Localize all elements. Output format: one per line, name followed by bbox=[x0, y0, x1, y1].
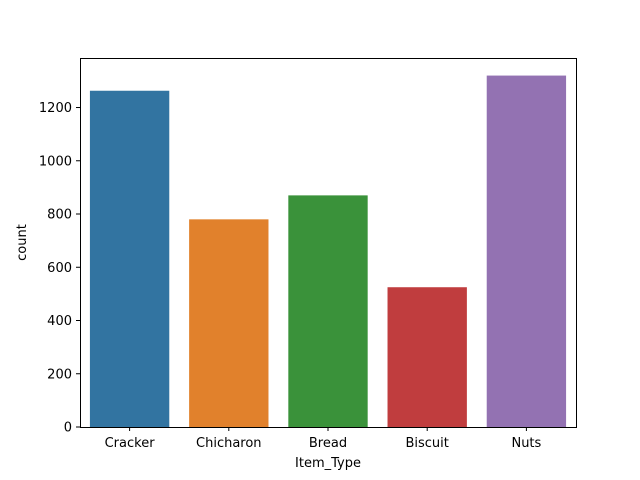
x-tick-label: Bread bbox=[309, 436, 347, 451]
x-tick-label: Biscuit bbox=[405, 436, 448, 451]
bars-group bbox=[89, 75, 567, 428]
x-tick-label: Chicharon bbox=[196, 436, 262, 451]
x-tick-label: Nuts bbox=[511, 436, 541, 451]
y-tick-label: 1200 bbox=[39, 101, 72, 116]
y-tick-label: 200 bbox=[47, 367, 72, 382]
y-tick-label: 1000 bbox=[39, 154, 72, 169]
y-tick-label: 0 bbox=[64, 421, 72, 436]
plot-frame bbox=[80, 58, 577, 428]
y-axis-label: count bbox=[15, 224, 30, 261]
x-axis: Cracker Chicharon Bread Biscuit Nuts bbox=[105, 427, 542, 451]
y-tick-label: 400 bbox=[47, 314, 72, 329]
y-tick-label: 800 bbox=[47, 208, 72, 223]
bar-nuts bbox=[486, 75, 567, 428]
bar-biscuit bbox=[387, 287, 467, 427]
x-axis-label: Item_Type bbox=[295, 456, 361, 471]
bar-chicharon bbox=[189, 219, 269, 427]
y-axis: 0 200 400 600 800 1000 1200 bbox=[39, 101, 80, 436]
x-tick-label: Cracker bbox=[105, 436, 156, 451]
y-tick-label: 600 bbox=[47, 261, 72, 276]
bar-cracker bbox=[89, 90, 170, 427]
bar-bread bbox=[288, 195, 368, 427]
